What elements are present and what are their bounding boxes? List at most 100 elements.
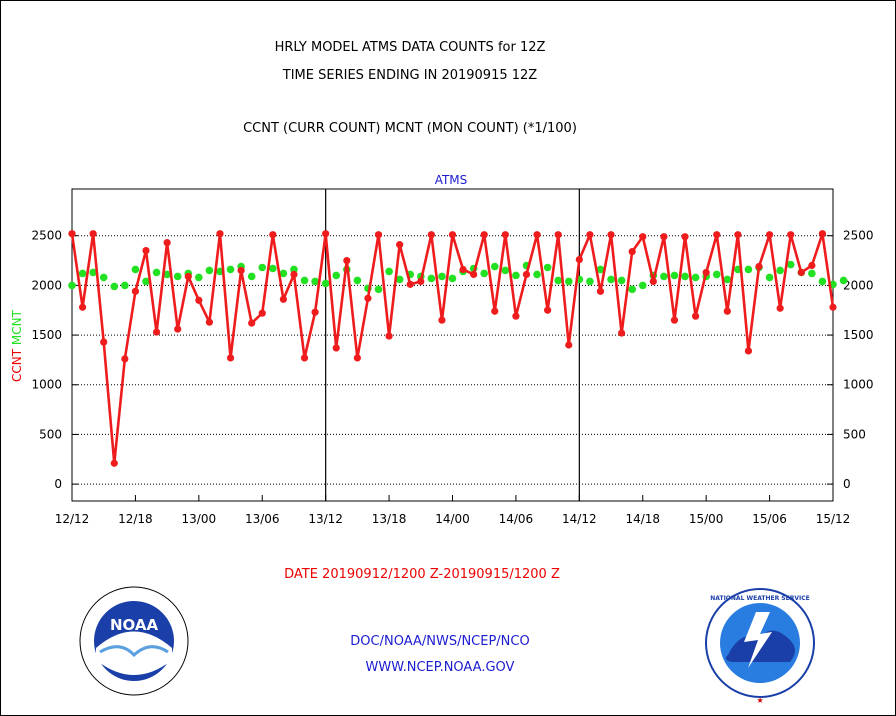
data-point-mcnt [152, 268, 161, 277]
data-point-ccnt [195, 296, 203, 304]
data-point-ccnt [544, 306, 552, 314]
data-point-mcnt [279, 269, 288, 278]
data-point-ccnt [248, 319, 256, 327]
data-point-mcnt [712, 270, 721, 279]
x-tick-label: 15/00 [689, 512, 724, 526]
y-label-ccnt: CCNT [10, 348, 24, 382]
data-point-ccnt [68, 230, 76, 238]
data-point-ccnt [290, 270, 298, 279]
data-point-ccnt [755, 262, 763, 271]
data-point-ccnt [89, 230, 97, 238]
noaa-logo: NOAA [79, 586, 189, 696]
y-tick-label-left: 500 [39, 427, 62, 441]
chart-subtitle: CCNT (CURR COUNT) MCNT (MON COUNT) (*1/1… [243, 121, 577, 136]
nws-logo-text: NATIONAL WEATHER SERVICE [710, 595, 809, 602]
data-point-mcnt [776, 266, 784, 275]
chart-title-line1: HRLY MODEL ATMS DATA COUNTS for 12Z [275, 40, 546, 55]
data-point-ccnt [744, 347, 753, 355]
data-point-mcnt [670, 271, 679, 280]
data-point-mcnt [173, 272, 182, 281]
data-point-mcnt [586, 277, 594, 286]
plot-title: ATMS [435, 173, 468, 187]
data-point-mcnt [142, 277, 150, 286]
data-point-mcnt [78, 269, 87, 278]
gridlines [72, 235, 833, 485]
data-point-mcnt [596, 265, 605, 274]
y-tick-label-right: 1000 [843, 378, 874, 392]
data-point-ccnt [512, 312, 520, 320]
data-point-mcnt [554, 276, 562, 285]
data-point-ccnt [300, 354, 309, 362]
chart-title-line2: TIME SERIES ENDING IN 20190915 12Z [282, 68, 538, 83]
data-point-ccnt [501, 231, 509, 239]
x-tick-label: 13/18 [372, 512, 407, 526]
x-tick-label: 14/06 [499, 512, 534, 526]
data-point-mcnt [311, 277, 319, 286]
data-point-ccnt [470, 270, 478, 279]
y-tick-label-left: 1500 [31, 328, 62, 342]
data-point-ccnt [691, 312, 700, 320]
data-point-ccnt [459, 265, 467, 274]
data-point-ccnt [237, 266, 245, 275]
data-point-mcnt [247, 272, 256, 281]
data-point-ccnt [417, 277, 425, 286]
data-point-mcnt [99, 273, 108, 282]
data-point-ccnt [639, 233, 647, 241]
y-tick-label-left: 2000 [31, 278, 62, 292]
data-point-mcnt [818, 277, 827, 286]
data-point-mcnt [723, 275, 732, 284]
data-point-ccnt [723, 307, 731, 315]
data-point-ccnt [765, 231, 774, 239]
data-point-mcnt [195, 273, 203, 282]
data-point-ccnt [121, 355, 129, 363]
y-tick-label-left: 0 [54, 477, 62, 491]
data-point-ccnt [607, 231, 615, 239]
data-point-ccnt [438, 316, 446, 324]
x-tick-label: 15/12 [816, 512, 851, 526]
data-point-ccnt [343, 256, 351, 265]
data-point-ccnt [406, 280, 414, 288]
data-point-mcnt [321, 279, 330, 288]
data-point-ccnt [226, 354, 235, 362]
data-point-ccnt [491, 307, 499, 315]
x-tick-label: 14/18 [625, 512, 660, 526]
data-point-ccnt [681, 233, 689, 241]
data-point-ccnt [322, 230, 330, 238]
data-point-mcnt [681, 272, 689, 281]
y-tick-label-right: 2000 [843, 278, 874, 292]
y-ticks: 0 0 500 500 1000 1000 1500 1500 2000 2000 2500 2500 [31, 229, 873, 491]
data-point-ccnt [110, 459, 118, 467]
data-point-mcnt [744, 265, 753, 274]
x-tick-label: 15/06 [752, 512, 787, 526]
data-point-mcnt [290, 265, 298, 274]
y-tick-label-right: 2500 [843, 229, 874, 243]
data-point-mcnt [533, 270, 541, 279]
data-point-mcnt [163, 270, 171, 279]
data-point-ccnt [670, 316, 679, 324]
data-point-mcnt [607, 275, 615, 284]
series-line-ccnt [70, 232, 835, 465]
data-point-mcnt [438, 272, 446, 281]
series-ccnt [68, 230, 837, 467]
x-tick-label: 12/12 [55, 512, 90, 526]
data-point-ccnt [427, 231, 435, 239]
data-point-ccnt [152, 328, 161, 336]
x-ticks: 12/12 12/18 13/00 13/06 13/12 13/18 14/00 14/06… [55, 495, 851, 526]
data-point-ccnt [184, 272, 192, 281]
date-range: DATE 20190912/1200 Z-20190915/1200 Z [284, 567, 560, 582]
data-point-ccnt [480, 231, 488, 239]
url-link[interactable]: WWW.NCEP.NOAA.GOV [366, 660, 515, 675]
x-tick-label: 13/12 [308, 512, 343, 526]
data-point-ccnt [596, 287, 605, 295]
x-tick-label: 13/06 [245, 512, 280, 526]
data-point-ccnt [565, 341, 573, 349]
data-point-ccnt [660, 233, 668, 241]
data-point-ccnt [818, 230, 827, 238]
data-point-mcnt [839, 276, 848, 285]
data-point-ccnt [734, 231, 742, 239]
data-point-ccnt [797, 268, 805, 277]
data-point-ccnt [808, 261, 816, 270]
y-tick-label-left: 2500 [31, 229, 62, 243]
data-point-ccnt [374, 231, 383, 239]
